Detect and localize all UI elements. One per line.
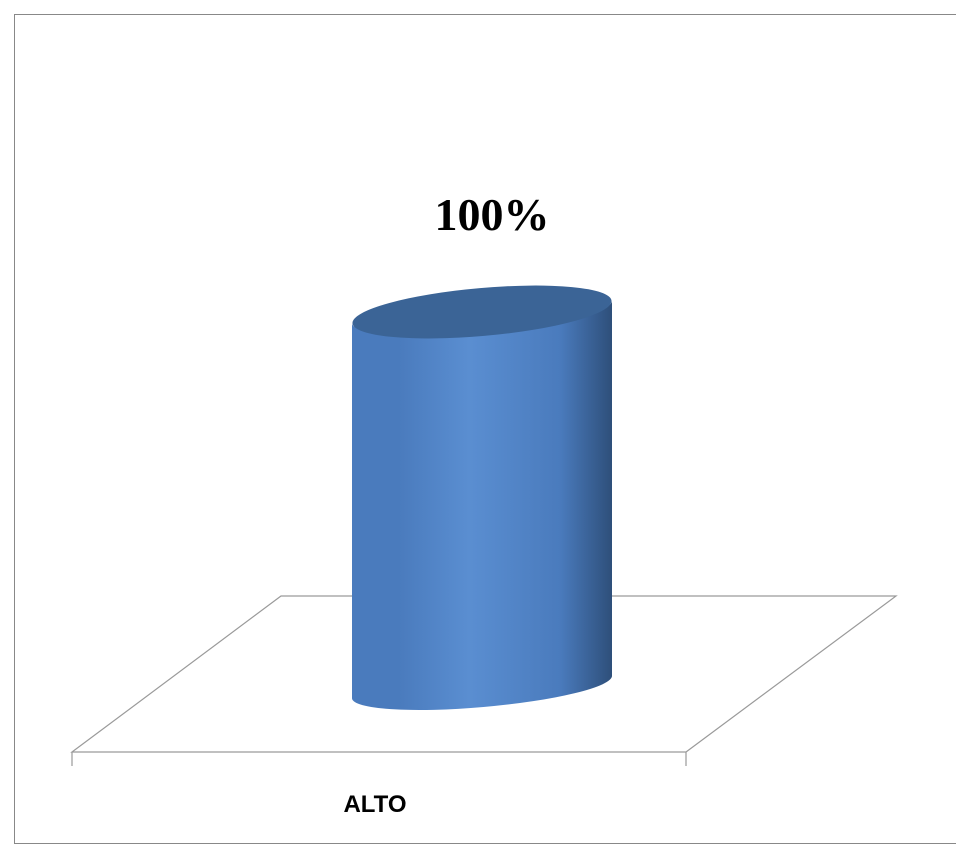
bar-alto-body: [352, 300, 613, 710]
category-labels: ALTO: [343, 791, 406, 818]
data-label: 100%: [435, 189, 550, 240]
chart-plot: 100% ALTO: [70, 189, 898, 818]
bar-series: [352, 285, 613, 710]
data-labels: 100%: [435, 189, 550, 240]
floor-plane: [70, 595, 898, 753]
category-label: ALTO: [343, 791, 406, 818]
bar-alto-top: [352, 285, 612, 339]
